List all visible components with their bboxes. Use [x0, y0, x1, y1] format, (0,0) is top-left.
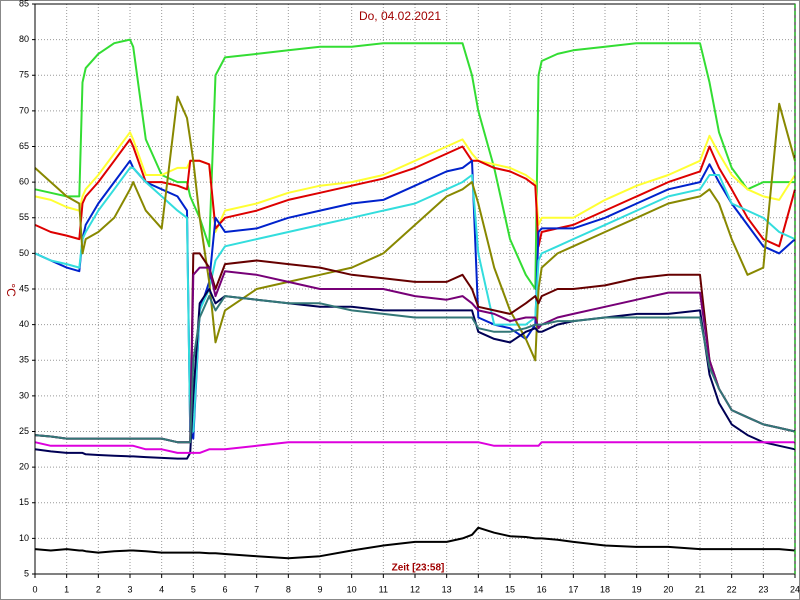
series-line: [34, 159, 796, 440]
x-tick-label: 14: [473, 584, 483, 594]
x-tick-label: 0: [32, 584, 37, 594]
x-tick-label: 16: [537, 584, 547, 594]
y-tick-label: 20: [19, 462, 29, 472]
x-tick-label: 23: [758, 584, 768, 594]
y-tick-label: 40: [19, 319, 29, 329]
y-tick-label: 15: [19, 497, 29, 507]
series-line: [34, 526, 796, 560]
y-tick-label: 60: [19, 177, 29, 187]
y-tick-label: 85: [19, 0, 29, 8]
y-axis-label: °C: [4, 283, 18, 297]
series-line: [34, 95, 796, 362]
x-tick-label: 15: [505, 584, 515, 594]
x-tick-label: 12: [410, 584, 420, 594]
x-tick-label: 9: [317, 584, 322, 594]
y-tick-label: 80: [19, 34, 29, 44]
x-tick-label: 3: [127, 584, 132, 594]
x-tick-label: 24: [790, 584, 800, 594]
y-tick-label: 25: [19, 426, 29, 436]
series-line: [34, 131, 796, 233]
x-tick-label: 17: [568, 584, 578, 594]
x-tick-label: 7: [254, 584, 259, 594]
x-tick-label: 18: [600, 584, 610, 594]
x-tick-label: 22: [727, 584, 737, 594]
y-tick-label: 65: [19, 141, 29, 151]
x-tick-label: 5: [191, 584, 196, 594]
x-axis-label: Zeit [23:58]: [392, 563, 445, 574]
series-line: [34, 166, 796, 433]
y-tick-label: 70: [19, 105, 29, 115]
y-tick-label: 5: [24, 568, 29, 578]
x-tick-label: 21: [695, 584, 705, 594]
y-tick-label: 45: [19, 283, 29, 293]
series-line: [34, 138, 796, 248]
x-tick-label: 11: [379, 584, 388, 594]
x-tick-label: 20: [663, 584, 673, 594]
x-tick-label: 6: [222, 584, 227, 594]
chart-title: Do, 04.02.2021: [359, 9, 441, 23]
x-tick-label: 8: [286, 584, 291, 594]
x-tick-label: 2: [96, 584, 101, 594]
y-tick-label: 30: [19, 390, 29, 400]
series-line: [34, 38, 795, 290]
series-line: [34, 295, 796, 444]
y-tick-label: 10: [19, 533, 29, 543]
y-tick-label: 75: [19, 70, 29, 80]
x-tick-label: 10: [347, 584, 357, 594]
lines: [34, 38, 796, 560]
y-tick-label: 35: [19, 355, 29, 365]
series-line: [34, 441, 795, 454]
y-tick-label: 55: [19, 212, 29, 222]
x-tick-label: 19: [632, 584, 642, 594]
series-line: [34, 288, 796, 460]
y-tick-label: 50: [19, 248, 29, 258]
x-tick-label: 4: [159, 584, 164, 594]
x-tick-label: 1: [64, 584, 69, 594]
x-tick-label: 13: [442, 584, 452, 594]
